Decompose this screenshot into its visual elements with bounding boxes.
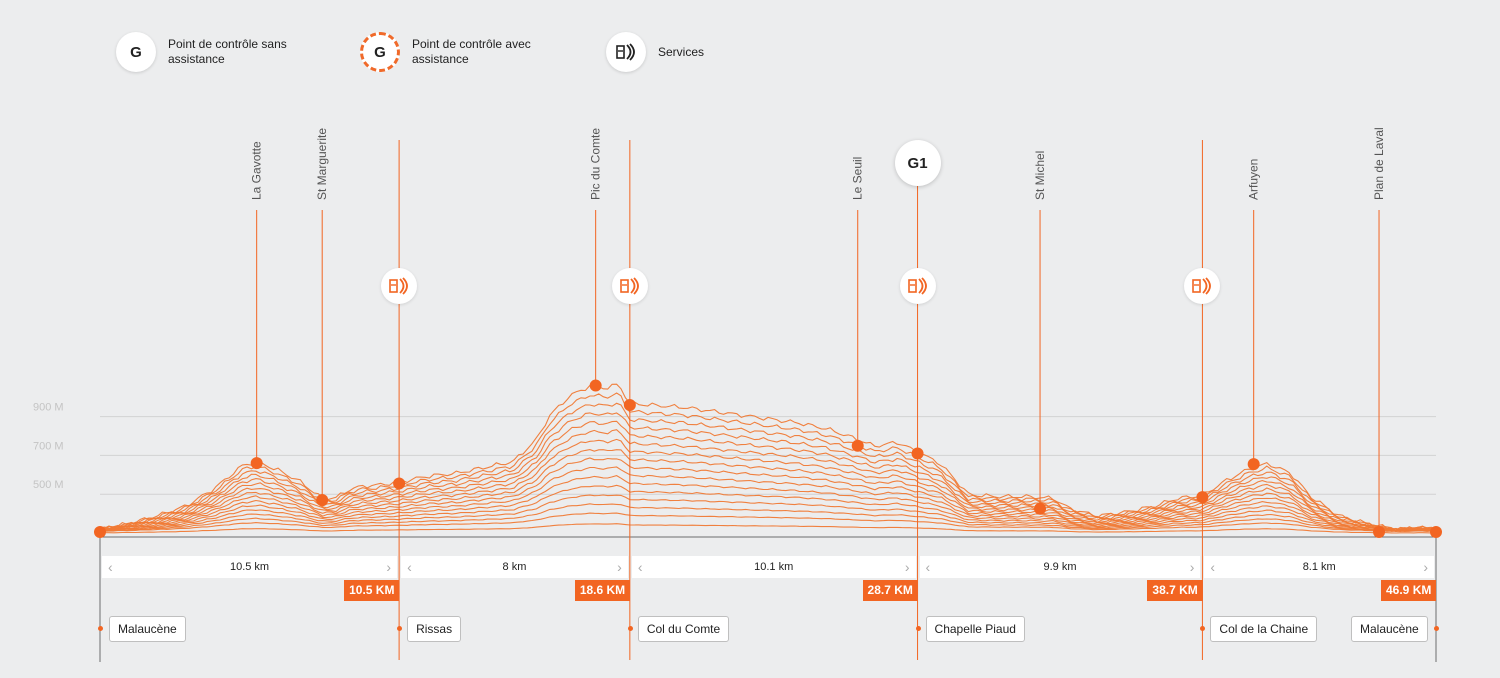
profile-contour: [99, 383, 1437, 531]
place-label: Col de la Chaine: [1210, 616, 1318, 642]
legend-item-assisted: G Point de contrôle avec assistance: [360, 32, 562, 72]
cumulative-km-label: 38.7 KM: [1147, 580, 1203, 601]
waypoint-label: Le Seuil: [851, 157, 865, 200]
profile-contour: [99, 466, 1437, 532]
profile-contour: [99, 449, 1437, 532]
waypoint-label: Arfuyen: [1247, 159, 1261, 200]
profile-contour: [99, 503, 1436, 532]
checkpoint-assisted-badge: G: [360, 32, 400, 72]
chevron-left-icon[interactable]: ‹: [925, 559, 931, 575]
segment-distance: 10.5 km: [229, 561, 270, 573]
segment-distance-bar[interactable]: 9.9 km ‹ ›: [919, 556, 1201, 578]
waypoint-dot: [1373, 526, 1386, 539]
waypoint-dot: [1247, 458, 1260, 471]
service-dot: [1196, 491, 1209, 504]
place-dot: [98, 626, 103, 631]
service-dot: [393, 477, 406, 490]
place-dot: [1200, 626, 1206, 631]
segment-distance-bar[interactable]: 10.5 km ‹ ›: [102, 556, 398, 578]
chevron-right-icon[interactable]: ›: [1423, 559, 1428, 575]
y-tick-label: 700 M: [33, 440, 64, 452]
segment-distance-bar[interactable]: 10.1 km ‹ ›: [631, 556, 916, 578]
services-icon[interactable]: [611, 268, 648, 304]
profile-contour: [99, 438, 1437, 532]
place-label: Malaucène: [1351, 616, 1428, 642]
waypoint-label: Pic du Comte: [589, 128, 603, 200]
place-label: Chapelle Piaud: [925, 616, 1025, 642]
profile-contour: [99, 457, 1437, 532]
profile-contour: [99, 392, 1437, 533]
legend-label: Services: [658, 44, 705, 59]
legend-item-unassisted: G Point de contrôle sans assistance: [116, 32, 318, 72]
chevron-right-icon[interactable]: ›: [617, 559, 622, 575]
services-icon[interactable]: [381, 268, 418, 304]
waypoint-label: La Gavotte: [250, 141, 264, 200]
checkpoint-badge: G: [116, 32, 156, 72]
waypoint-label: St Michel: [1033, 151, 1047, 200]
waypoint-dot: [851, 439, 864, 452]
services-icon: [606, 32, 646, 72]
legend-item-services: Services: [606, 32, 808, 72]
place-dot: [1434, 626, 1439, 631]
checkpoint-g1-badge[interactable]: G1: [894, 140, 941, 186]
profile-contour: [99, 429, 1437, 532]
profile-contour: [99, 494, 1437, 532]
service-dot: [623, 398, 636, 411]
segment-distance: 9.9 km: [1043, 561, 1077, 573]
segment-distance-bar[interactable]: 8.1 km ‹ ›: [1204, 556, 1434, 578]
service-dot: [911, 447, 924, 460]
waypoint-dot: [589, 379, 602, 392]
cumulative-km-label: 46.9 KM: [1381, 580, 1437, 601]
y-tick-label: 900 M: [33, 402, 64, 414]
chevron-left-icon[interactable]: ‹: [1210, 559, 1216, 575]
legend-label: Point de contrôle sans assistance: [168, 37, 287, 66]
services-icon[interactable]: [1184, 268, 1221, 304]
cumulative-km-label: 18.6 KM: [574, 580, 631, 601]
services-icon[interactable]: [899, 268, 936, 304]
profile-contour: [99, 420, 1437, 531]
profile-contour: [99, 475, 1437, 532]
profile-contour: [99, 523, 1436, 534]
place-dot: [627, 626, 633, 631]
segment-distance: 8.1 km: [1302, 561, 1336, 573]
chevron-left-icon[interactable]: ‹: [637, 559, 643, 575]
chevron-right-icon[interactable]: ›: [386, 559, 392, 575]
place-dot: [915, 626, 921, 631]
profile-contour: [99, 484, 1437, 532]
legend-label: Point de contrôle avec assistance: [412, 37, 531, 66]
chevron-right-icon[interactable]: ›: [1189, 559, 1195, 575]
place-label: Malaucène: [109, 616, 186, 642]
waypoint-dot: [250, 457, 263, 470]
cumulative-km-label: 10.5 KM: [344, 580, 400, 601]
endpoint-dot: [1430, 526, 1442, 538]
waypoint-dot: [1034, 502, 1047, 515]
endpoint-dot: [94, 526, 106, 538]
place-dot: [397, 626, 403, 631]
place-label: Col du Comte: [637, 616, 730, 642]
chevron-right-icon[interactable]: ›: [904, 559, 910, 575]
waypoint-dot: [316, 494, 329, 507]
place-label: Rissas: [407, 616, 462, 642]
segment-distance: 8 km: [502, 561, 527, 573]
chevron-left-icon[interactable]: ‹: [108, 559, 113, 575]
waypoint-label: Plan de Laval: [1372, 127, 1386, 200]
waypoint-label: St Marguerite: [315, 128, 329, 200]
segment-distance: 10.1 km: [754, 561, 794, 573]
y-tick-label: 500 M: [33, 479, 64, 491]
profile-contour: [99, 412, 1437, 532]
segment-distance-bar[interactable]: 8 km ‹ ›: [401, 556, 628, 578]
chevron-left-icon[interactable]: ‹: [407, 559, 412, 575]
profile-contour: [99, 512, 1436, 532]
cumulative-km-label: 28.7 KM: [862, 580, 918, 601]
